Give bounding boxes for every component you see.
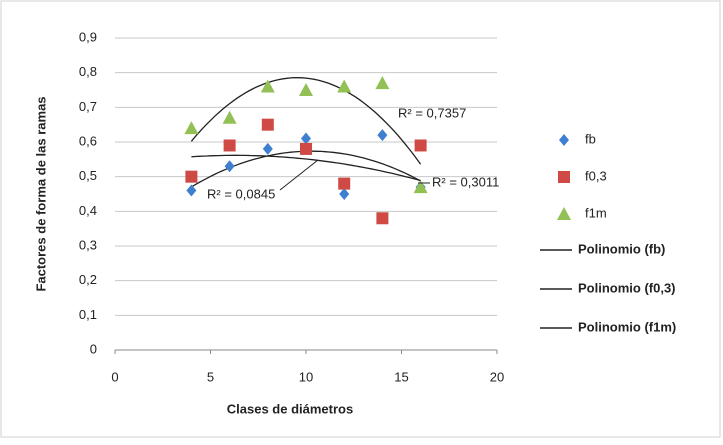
r2-label: R² = 0,3011 xyxy=(432,174,499,189)
legend-label: fb xyxy=(585,131,596,146)
marker-square xyxy=(300,142,312,155)
x-tick-label: 10 xyxy=(299,369,313,384)
marker-diamond xyxy=(559,134,569,146)
marker-square xyxy=(185,170,198,183)
marker-triangle xyxy=(413,180,428,194)
marker-triangle xyxy=(557,207,571,220)
marker-triangle xyxy=(337,79,352,93)
y-tick-label: 0,8 xyxy=(79,64,97,79)
r2-label: R² = 0,0845 xyxy=(207,186,275,201)
marker-triangle xyxy=(375,76,390,90)
y-tick-label: 0,9 xyxy=(79,29,97,44)
y-tick-label: 0,6 xyxy=(79,133,97,148)
marker-diamond xyxy=(339,188,350,200)
y-tick-label: 0 xyxy=(90,341,97,356)
y-tick-label: 0,7 xyxy=(79,99,97,114)
y-tick-label: 0,1 xyxy=(79,307,97,322)
y-tick-label: 0,5 xyxy=(79,168,97,183)
marker-square xyxy=(414,139,427,152)
marker-square xyxy=(338,177,351,190)
trendline xyxy=(190,77,422,165)
marker-square xyxy=(558,171,570,183)
marker-diamond xyxy=(186,184,197,197)
x-tick-label: 0 xyxy=(111,369,118,384)
marker-triangle xyxy=(222,110,237,124)
marker-square xyxy=(261,118,274,131)
legend-label: Polinomio (f1m) xyxy=(578,319,676,334)
marker-diamond xyxy=(224,160,235,173)
x-tick-label: 5 xyxy=(207,369,214,384)
marker-diamond xyxy=(262,142,273,155)
y-axis-title: Factores de forma de las ramas xyxy=(33,96,48,291)
y-tick-label: 0,4 xyxy=(79,203,97,218)
marker-diamond xyxy=(301,132,311,145)
y-tick-label: 0,2 xyxy=(79,272,97,287)
y-tick-label: 0,3 xyxy=(79,237,97,252)
marker-square xyxy=(223,139,236,152)
marker-triangle xyxy=(299,83,313,96)
x-tick-label: 15 xyxy=(394,369,408,384)
r2-label: R² = 0,7357 xyxy=(398,105,466,120)
r2-leader xyxy=(279,159,319,191)
marker-triangle xyxy=(184,121,199,135)
marker-square xyxy=(376,212,389,225)
marker-diamond xyxy=(377,129,388,142)
marker-triangle xyxy=(260,79,275,93)
legend-label: f0,3 xyxy=(585,168,607,183)
x-axis-title: Clases de diámetros xyxy=(227,401,353,416)
trendline xyxy=(191,154,421,182)
legend-label: Polinomio (fb) xyxy=(578,241,665,256)
legend-label: f1m xyxy=(585,205,607,220)
legend-label: Polinomio (f0,3) xyxy=(578,280,676,295)
x-tick-label: 20 xyxy=(490,369,504,384)
